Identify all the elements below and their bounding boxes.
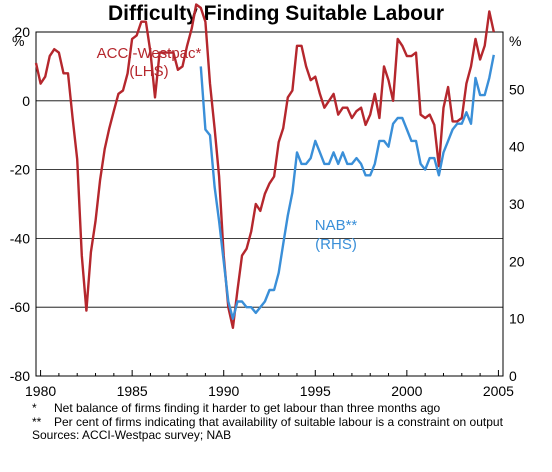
right-tick-label: 50 <box>509 81 525 97</box>
left-tick-label: 0 <box>22 93 30 109</box>
right-tick-label: 10 <box>509 311 525 327</box>
footnote-2: ** Per cent of firms indicating that ava… <box>32 414 532 430</box>
series-axis-label-nab: (RHS) <box>315 236 357 253</box>
x-tick-label: 1990 <box>208 383 239 399</box>
footnote-2-mark: ** <box>32 414 42 429</box>
series-axis-label-acci-westpac: (LHS) <box>129 63 168 80</box>
left-unit-label: % <box>12 33 24 49</box>
x-tick-label: 2000 <box>391 383 422 399</box>
x-tick-label: 1995 <box>300 383 331 399</box>
right-tick-label: 0 <box>509 368 517 384</box>
footnote-1-text: Net balance of firms finding it harder t… <box>54 401 441 415</box>
left-tick-label: -40 <box>10 230 30 246</box>
chart-title: Difficulty Finding Suitable Labour <box>108 2 444 25</box>
series-line-acci-westpac <box>34 3 495 329</box>
right-unit-label: % <box>509 33 521 49</box>
source-note: Sources: ACCI-Westpac survey; NAB <box>32 428 232 442</box>
right-tick-label: 40 <box>509 139 525 155</box>
plot-frame <box>35 31 504 377</box>
left-tick-label: -60 <box>10 299 30 315</box>
footnote-1-mark: * <box>32 401 37 415</box>
left-tick-label: 20 <box>14 24 30 40</box>
series-line-nab <box>199 54 495 320</box>
right-tick-label: 30 <box>509 196 525 212</box>
x-tick-label: 2005 <box>483 383 514 399</box>
series-label-nab: NAB** <box>315 217 358 234</box>
left-tick-label: -80 <box>10 368 30 384</box>
series-label-acci-westpac: ACCI-Westpac* <box>97 45 202 62</box>
footnotes: * Net balance of firms finding it harder… <box>32 401 532 443</box>
footnote-2-text: Per cent of firms indicating that availa… <box>54 414 503 429</box>
left-tick-label: -20 <box>10 162 30 178</box>
x-tick-label: 1980 <box>25 383 56 399</box>
right-tick-label: 20 <box>509 253 525 269</box>
x-tick-label: 1985 <box>117 383 148 399</box>
footnote-1: * Net balance of firms finding it harder… <box>32 401 532 416</box>
